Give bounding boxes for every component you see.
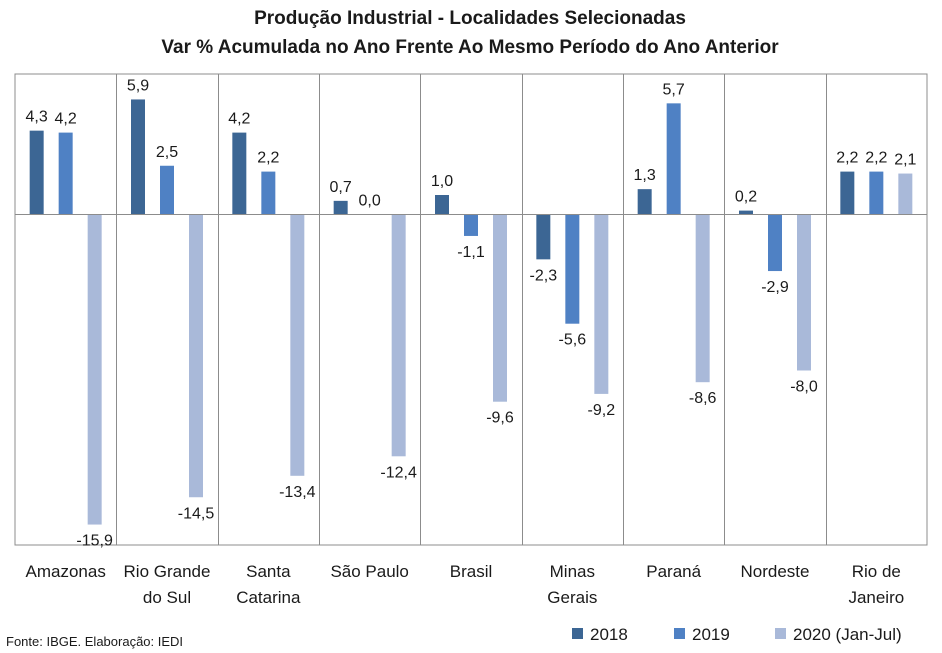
bar-2019-7 (768, 214, 782, 272)
data-label: -13,4 (279, 484, 316, 501)
bar-2018-5 (536, 214, 551, 260)
bar-2019-0 (58, 132, 73, 215)
data-label: 2,2 (257, 150, 279, 167)
legend-label: 2018 (590, 625, 628, 644)
plot-border (14, 73, 928, 546)
category-label: Amazonas (26, 562, 106, 581)
data-label: -8,0 (790, 379, 818, 396)
data-label: -1,1 (457, 244, 485, 261)
legend-swatch (674, 628, 685, 639)
bar-2019-1 (160, 165, 174, 215)
category-label: Rio Grande do Sul (124, 562, 211, 607)
bar-2018-0 (29, 130, 44, 215)
bar-2019-6 (666, 103, 681, 215)
data-label: 0,0 (359, 193, 381, 210)
data-label: 4,2 (55, 111, 77, 128)
chart-title: Produção Industrial - Localidades Seleci… (254, 8, 686, 29)
bar-2020-0 (87, 214, 102, 525)
chart-subtitle: Var % Acumulada no Ano Frente Ao Mesmo P… (161, 37, 779, 58)
bar-2018-6 (637, 189, 652, 215)
bar-2020-6 (695, 214, 710, 383)
bar-2020-5 (594, 214, 609, 394)
data-label: -15,9 (76, 533, 113, 550)
data-label: 5,7 (663, 81, 685, 98)
bar-2018-7 (739, 210, 753, 215)
data-label: -9,2 (588, 402, 616, 419)
data-label: -12,4 (380, 464, 417, 481)
category-label: Paraná (646, 562, 701, 581)
data-label: 5,9 (127, 77, 149, 94)
category-label: Brasil (450, 562, 493, 581)
data-label: 2,1 (894, 152, 916, 169)
data-label: 4,3 (26, 109, 48, 126)
bar-2019-2 (261, 171, 276, 215)
legend-swatch (775, 628, 786, 639)
data-label: 0,7 (330, 179, 352, 196)
data-label: 0,2 (735, 189, 757, 206)
data-label: 4,2 (228, 111, 250, 128)
data-label: -2,9 (761, 279, 789, 296)
category-labels: Amazonas Rio Grande do Sul Santa Catarina São… (26, 562, 905, 607)
bar-2020-7 (797, 214, 811, 371)
source-note: Fonte: IBGE. Elaboração: IEDI (6, 634, 183, 649)
bar-2019-8 (869, 171, 884, 215)
data-label: 1,0 (431, 173, 453, 190)
bar-2018-1 (131, 99, 145, 215)
data-label: -9,6 (486, 410, 514, 427)
plot-area: 4,3 5,9 4,2 0,7 1,0 -2,3 1,3 0,2 2,2 4,2 2,5 2,2 0,0… (14, 73, 928, 550)
data-label: 1,3 (634, 167, 656, 184)
category-label: Santa Catarina (236, 562, 301, 607)
data-label: 2,5 (156, 144, 178, 161)
bar-2020-8 (898, 173, 913, 215)
data-label: -2,3 (530, 267, 558, 284)
bar-2020-3 (391, 214, 406, 457)
data-label: -5,6 (559, 332, 587, 349)
legend-label: 2020 (Jan-Jul) (793, 625, 902, 644)
data-label: 2,2 (865, 150, 887, 167)
bar-2020-4 (493, 214, 507, 402)
data-label: -8,6 (689, 390, 717, 407)
legend: 2018 2019 2020 (Jan-Jul) (572, 625, 902, 644)
bar-2018-4 (435, 195, 449, 215)
legend-swatch (572, 628, 583, 639)
bar-2018-2 (232, 132, 247, 215)
category-label: São Paulo (330, 562, 408, 581)
bar-2018-8 (840, 171, 855, 215)
category-label: Nordeste (741, 562, 810, 581)
legend-label: 2019 (692, 625, 730, 644)
bar-2020-2 (290, 214, 305, 476)
data-label: 2,2 (836, 150, 858, 167)
bar-2018-3 (333, 200, 348, 215)
category-label: Minas Gerais (547, 562, 597, 607)
data-label: -14,5 (178, 505, 215, 522)
bar-2019-4 (464, 214, 478, 236)
category-label: Rio de Janeiro (848, 562, 904, 607)
bar-2019-5 (565, 214, 580, 324)
bar-2020-1 (189, 214, 203, 498)
